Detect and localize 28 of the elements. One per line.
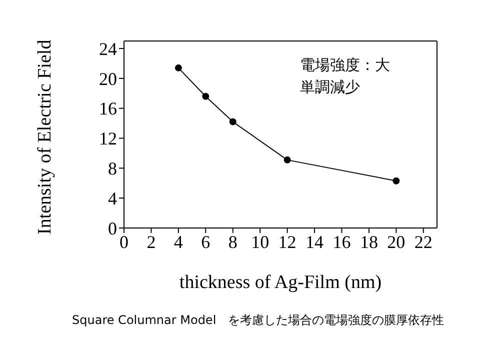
- annotation: 電場強度：大: [300, 56, 390, 75]
- y-tick-label: 4: [108, 188, 117, 208]
- y-tick-label: 0: [108, 218, 117, 238]
- annotation: 単調減少: [300, 78, 360, 97]
- x-tick-label: 6: [201, 232, 210, 252]
- point: [284, 156, 291, 164]
- x-tick-label: 4: [174, 232, 183, 252]
- x-tick-label: 12: [278, 232, 296, 252]
- y-tick-label: 16: [99, 98, 117, 119]
- x-tick-label: 16: [332, 232, 351, 252]
- x-tick-label: 2: [146, 232, 156, 252]
- point: [392, 177, 400, 184]
- point: [229, 118, 236, 126]
- point: [174, 64, 182, 72]
- x-tick-label: 10: [251, 232, 270, 252]
- x-tick-label: 14: [306, 232, 324, 252]
- y-tick-label: 12: [99, 128, 117, 149]
- x-tick-label: 8: [228, 232, 238, 252]
- x-axis-title: thickness of Ag-Film (nm): [179, 272, 382, 293]
- y-tick-label: 24: [99, 38, 117, 59]
- x-tick-label: 18: [360, 232, 378, 252]
- y-tick-label: 20: [99, 68, 117, 89]
- x-tick-label: 20: [387, 232, 406, 252]
- y-tick-label: 8: [108, 158, 117, 179]
- text: Square Columnar Model を考慮した場合の電場強度の膜厚依存性: [72, 312, 444, 329]
- y-axis-title: Intensity of Electric Field: [34, 39, 56, 234]
- x-tick-label: 22: [414, 232, 432, 252]
- point: [202, 92, 210, 100]
